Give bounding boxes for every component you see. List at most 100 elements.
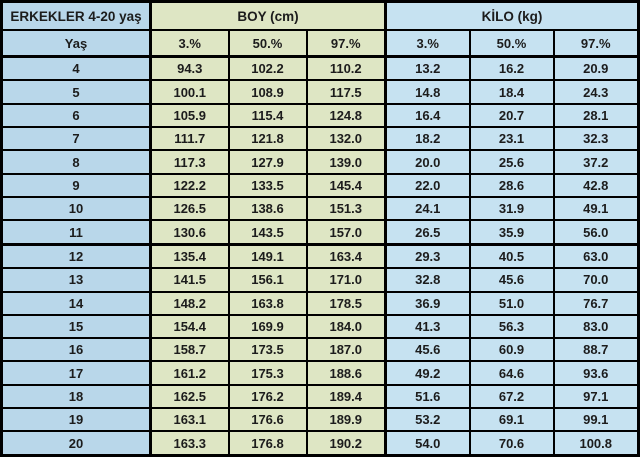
weight-p97-cell: 42.8 <box>552 172 640 198</box>
height-p97-cell: 189.4 <box>305 383 387 410</box>
height-p50-cell: 108.9 <box>227 79 308 105</box>
height-p97-cell: 124.8 <box>305 102 387 129</box>
table-row: 5 100.1 108.9 117.5 14.8 18.4 24.3 <box>0 79 640 105</box>
table-row: 9 122.2 133.5 145.4 22.0 28.6 42.8 <box>0 172 640 198</box>
weight-p3-cell: 54.0 <box>384 430 471 457</box>
height-p97-cell: 171.0 <box>305 267 387 293</box>
height-p97-cell: 157.0 <box>305 219 387 246</box>
weight-p3-cell: 24.1 <box>384 195 471 222</box>
table-row: 12 135.4 149.1 163.4 29.3 40.5 63.0 <box>0 243 640 270</box>
height-p50-cell: 133.5 <box>227 172 308 198</box>
table-row: 15 154.4 169.9 184.0 41.3 56.3 83.0 <box>0 313 640 340</box>
age-cell: 9 <box>0 172 152 198</box>
weight-p3-cell: 49.2 <box>384 360 471 386</box>
height-p97-cell: 151.3 <box>305 195 387 222</box>
height-p3-cell: 117.3 <box>149 149 230 175</box>
age-cell: 7 <box>0 126 152 152</box>
height-p50-cell: 175.3 <box>227 360 308 386</box>
height-p3-cell: 111.7 <box>149 126 230 152</box>
height-p50-cell: 173.5 <box>227 337 308 363</box>
weight-p97-header: 97.% <box>552 29 640 58</box>
table-row: 11 130.6 143.5 157.0 26.5 35.9 56.0 <box>0 219 640 246</box>
height-p3-cell: 141.5 <box>149 267 230 293</box>
weight-p3-cell: 53.2 <box>384 407 471 433</box>
height-p3-cell: 130.6 <box>149 219 230 246</box>
weight-p50-cell: 67.2 <box>468 383 555 410</box>
weight-p3-cell: 13.2 <box>384 55 471 82</box>
weight-p97-cell: 20.9 <box>552 55 640 82</box>
weight-p3-cell: 36.9 <box>384 290 471 316</box>
weight-p3-cell: 22.0 <box>384 172 471 198</box>
height-p97-cell: 132.0 <box>305 126 387 152</box>
height-p3-header: 3.% <box>149 29 230 58</box>
weight-p97-cell: 88.7 <box>552 337 640 363</box>
age-column-header: Yaş <box>0 29 152 58</box>
height-p50-cell: 176.8 <box>227 430 308 457</box>
table-row: 16 158.7 173.5 187.0 45.6 60.9 88.7 <box>0 337 640 363</box>
height-p97-cell: 190.2 <box>305 430 387 457</box>
weight-p97-cell: 24.3 <box>552 79 640 105</box>
weight-p50-cell: 56.3 <box>468 313 555 340</box>
weight-p50-cell: 51.0 <box>468 290 555 316</box>
height-p3-cell: 161.2 <box>149 360 230 386</box>
weight-p50-cell: 45.6 <box>468 267 555 293</box>
weight-p3-cell: 29.3 <box>384 243 471 270</box>
table-row: 4 94.3 102.2 110.2 13.2 16.2 20.9 <box>0 55 640 82</box>
table-row: 6 105.9 115.4 124.8 16.4 20.7 28.1 <box>0 102 640 129</box>
weight-p3-cell: 14.8 <box>384 79 471 105</box>
age-cell: 10 <box>0 195 152 222</box>
age-cell: 15 <box>0 313 152 340</box>
weight-p97-cell: 93.6 <box>552 360 640 386</box>
weight-p97-cell: 49.1 <box>552 195 640 222</box>
weight-p50-cell: 69.1 <box>468 407 555 433</box>
height-p50-cell: 176.2 <box>227 383 308 410</box>
height-p97-header: 97.% <box>305 29 387 58</box>
table-body: 4 94.3 102.2 110.2 13.2 16.2 20.9 5 100.1 108.9 11… <box>0 55 640 457</box>
weight-p97-cell: 56.0 <box>552 219 640 246</box>
weight-p50-cell: 35.9 <box>468 219 555 246</box>
age-cell: 18 <box>0 383 152 410</box>
height-p50-header: 50.% <box>227 29 308 58</box>
height-p3-cell: 148.2 <box>149 290 230 316</box>
weight-p3-cell: 26.5 <box>384 219 471 246</box>
weight-p50-cell: 40.5 <box>468 243 555 270</box>
height-p3-cell: 158.7 <box>149 337 230 363</box>
height-p50-cell: 176.6 <box>227 407 308 433</box>
height-p50-cell: 115.4 <box>227 102 308 129</box>
height-p3-cell: 163.3 <box>149 430 230 457</box>
height-p50-cell: 127.9 <box>227 149 308 175</box>
table-row: 19 163.1 176.6 189.9 53.2 69.1 99.1 <box>0 407 640 433</box>
age-cell: 4 <box>0 55 152 82</box>
height-p97-cell: 110.2 <box>305 55 387 82</box>
height-p3-cell: 154.4 <box>149 313 230 340</box>
weight-p97-cell: 83.0 <box>552 313 640 340</box>
height-p50-cell: 138.6 <box>227 195 308 222</box>
age-cell: 6 <box>0 102 152 129</box>
weight-p97-cell: 100.8 <box>552 430 640 457</box>
weight-p3-cell: 20.0 <box>384 149 471 175</box>
age-cell: 11 <box>0 219 152 246</box>
height-p97-cell: 178.5 <box>305 290 387 316</box>
weight-p97-cell: 76.7 <box>552 290 640 316</box>
age-cell: 17 <box>0 360 152 386</box>
table-row: 18 162.5 176.2 189.4 51.6 67.2 97.1 <box>0 383 640 410</box>
percentile-header-row: Yaş 3.% 50.% 97.% 3.% 50.% 97.% <box>0 29 640 58</box>
height-p3-cell: 105.9 <box>149 102 230 129</box>
height-p50-cell: 149.1 <box>227 243 308 270</box>
age-cell: 5 <box>0 79 152 105</box>
weight-p97-cell: 32.3 <box>552 126 640 152</box>
height-p50-cell: 169.9 <box>227 313 308 340</box>
table-row: 13 141.5 156.1 171.0 32.8 45.6 70.0 <box>0 267 640 293</box>
height-p3-cell: 100.1 <box>149 79 230 105</box>
height-p97-cell: 117.5 <box>305 79 387 105</box>
weight-p97-cell: 37.2 <box>552 149 640 175</box>
height-p50-cell: 163.8 <box>227 290 308 316</box>
age-cell: 20 <box>0 430 152 457</box>
height-group-header: BOY (cm) <box>149 0 387 31</box>
table-row: 10 126.5 138.6 151.3 24.1 31.9 49.1 <box>0 195 640 222</box>
height-p3-cell: 94.3 <box>149 55 230 82</box>
table-row: 17 161.2 175.3 188.6 49.2 64.6 93.6 <box>0 360 640 386</box>
weight-p3-cell: 16.4 <box>384 102 471 129</box>
height-p97-cell: 189.9 <box>305 407 387 433</box>
